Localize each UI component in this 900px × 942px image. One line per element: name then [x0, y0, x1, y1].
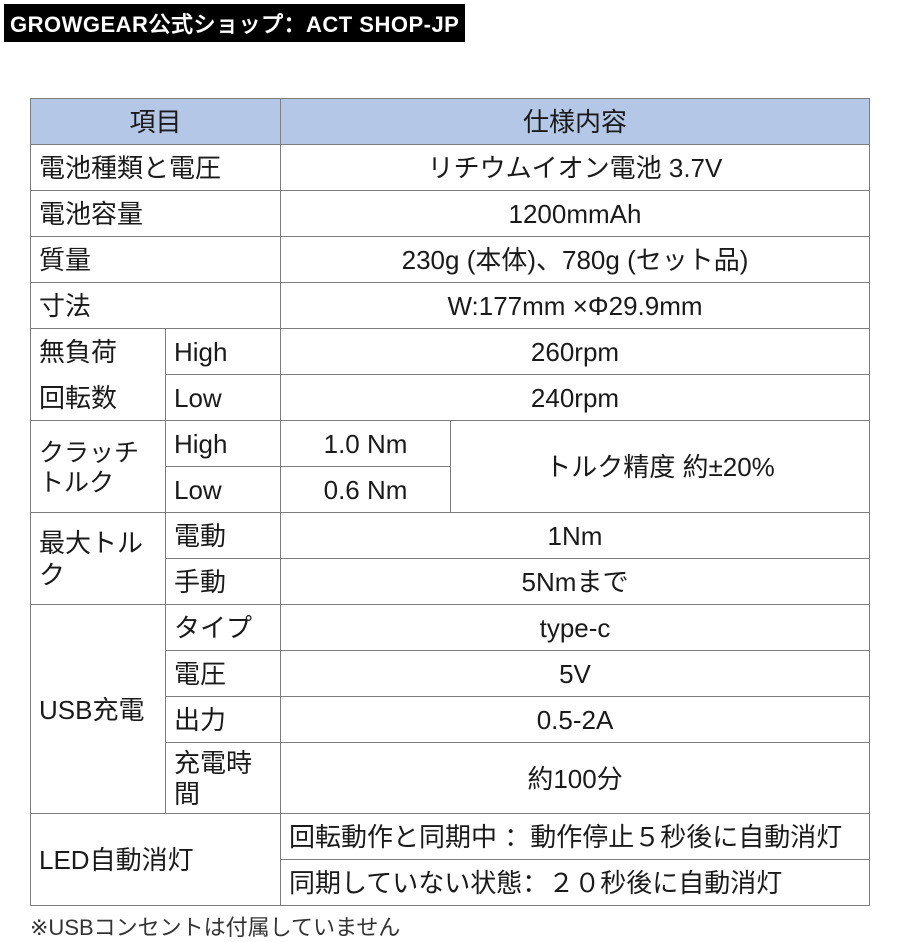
label-noload-1: 無負荷 [31, 329, 166, 375]
label-dimension: 寸法 [31, 283, 281, 329]
table-row: 回転数 Low 240rpm [31, 375, 870, 421]
label-led: LED自動消灯 [31, 814, 281, 906]
value-noload-low: 240rpm [281, 375, 870, 421]
table-row: クラッチトルク High 1.0 Nm トルク精度 約±20% [31, 421, 870, 467]
value-dimension: W:177mm ×Φ29.9mm [281, 283, 870, 329]
value-mass: 230g (本体)、780g (セット品) [281, 237, 870, 283]
table-row: 無負荷 High 260rpm [31, 329, 870, 375]
label-capacity: 電池容量 [31, 191, 281, 237]
label-noload-2: 回転数 [31, 375, 166, 421]
label-clutch: クラッチトルク [31, 421, 166, 513]
header-item: 項目 [31, 99, 281, 145]
label-noload-high: High [166, 329, 281, 375]
table-row: 質量 230g (本体)、780g (セット品) [31, 237, 870, 283]
spec-table-wrapper: 項目 仕様内容 電池種類と電圧 リチウムイオン電池 3.7V 電池容量 1200… [30, 98, 870, 942]
footnote: ※USBコンセントは付属していません [30, 906, 870, 942]
table-row: 寸法 W:177mm ×Φ29.9mm [31, 283, 870, 329]
table-row: 電池種類と電圧 リチウムイオン電池 3.7V [31, 145, 870, 191]
value-usb-out: 0.5-2A [281, 697, 870, 743]
header-spec: 仕様内容 [281, 99, 870, 145]
value-maxtorque-elec: 1Nm [281, 513, 870, 559]
value-clutch-accuracy: トルク精度 約±20% [451, 421, 870, 513]
value-usb-volt: 5V [281, 651, 870, 697]
label-clutch-high: High [166, 421, 281, 467]
value-usb-type: type-c [281, 605, 870, 651]
table-row: LED自動消灯 回転動作と同期中 ：動作停止５秒後に自動消灯 [31, 814, 870, 860]
label-maxtorque-manu: 手動 [166, 559, 281, 605]
label-battery-type: 電池種類と電圧 [31, 145, 281, 191]
table-row: USB充電 タイプ type-c [31, 605, 870, 651]
value-clutch-low: 0.6 Nm [281, 467, 451, 513]
label-maxtorque: 最大トルク [31, 513, 166, 605]
label-usb: USB充電 [31, 605, 166, 814]
table-row: 電池容量 1200mmAh [31, 191, 870, 237]
label-usb-volt: 電圧 [166, 651, 281, 697]
table-header-row: 項目 仕様内容 [31, 99, 870, 145]
value-noload-high: 260rpm [281, 329, 870, 375]
label-noload-low: Low [166, 375, 281, 421]
spec-table: 項目 仕様内容 電池種類と電圧 リチウムイオン電池 3.7V 電池容量 1200… [30, 98, 870, 906]
label-maxtorque-elec: 電動 [166, 513, 281, 559]
watermark-label: GROWGEAR公式ショップ：ACT SHOP-JP [4, 4, 465, 42]
table-row: 最大トルク 電動 1Nm [31, 513, 870, 559]
label-usb-time: 充電時間 [166, 743, 281, 814]
value-battery-type: リチウムイオン電池 3.7V [281, 145, 870, 191]
label-mass: 質量 [31, 237, 281, 283]
label-usb-type: タイプ [166, 605, 281, 651]
value-capacity: 1200mmAh [281, 191, 870, 237]
value-clutch-high: 1.0 Nm [281, 421, 451, 467]
value-maxtorque-manu: 5Nmまで [281, 559, 870, 605]
label-clutch-low: Low [166, 467, 281, 513]
value-usb-time: 約100分 [281, 743, 870, 814]
value-led-line1: 回転動作と同期中 ：動作停止５秒後に自動消灯 [281, 814, 870, 860]
label-usb-out: 出力 [166, 697, 281, 743]
value-led-line2: 同期していない状態：２０秒後に自動消灯 [281, 860, 870, 906]
